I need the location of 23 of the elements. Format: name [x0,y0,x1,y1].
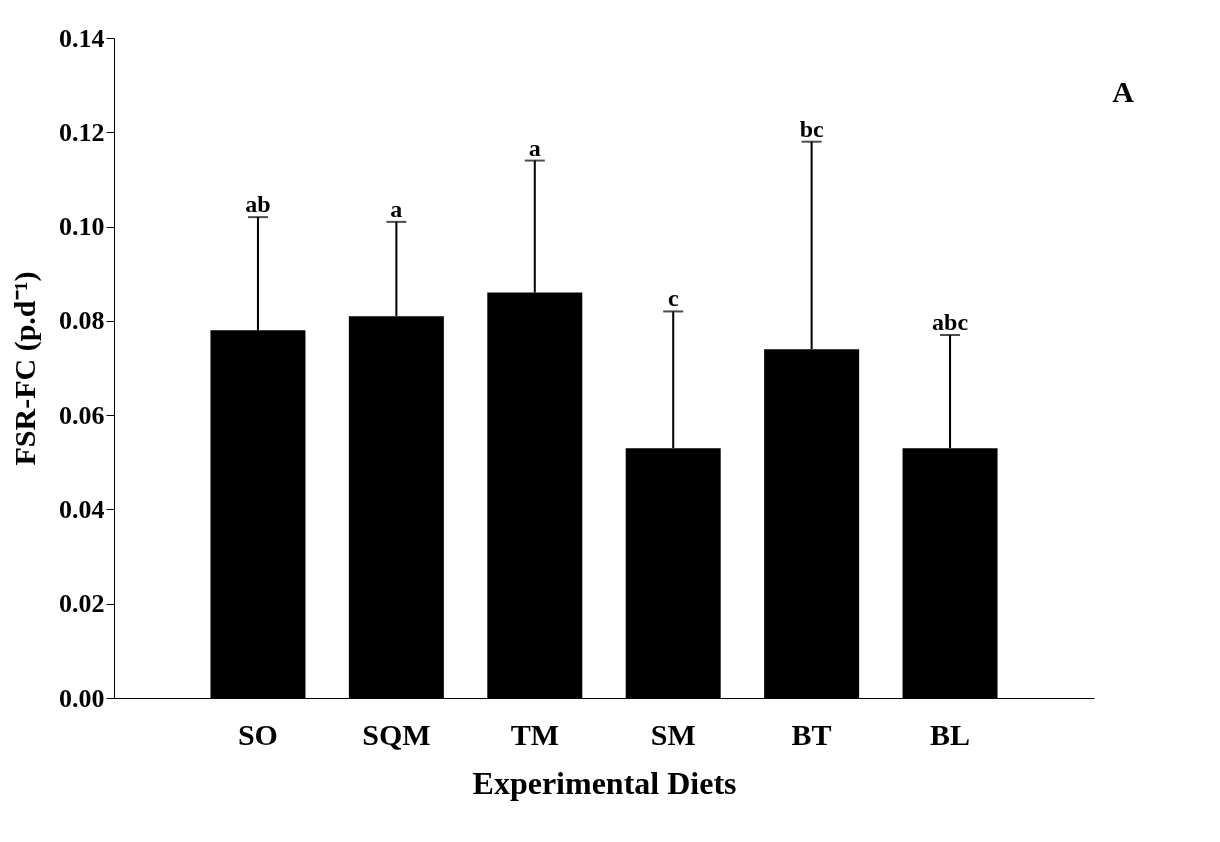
y-tick-label: 0.14 [59,23,105,53]
x-axis-title: Experimental Diets [472,764,737,801]
x-tick-label: SO [237,717,278,751]
x-tick-label: SQM [362,717,431,751]
x-tick-label: TM [510,717,559,751]
y-tick-label: 0.10 [59,212,105,242]
annotation: a [528,134,541,161]
annotation: bc [799,115,824,142]
annotation: a [390,195,403,222]
annotation: c [667,285,679,312]
y-tick-label: 0.08 [59,306,105,336]
x-tick-label: BL [930,717,971,751]
annotation: ab [245,191,271,218]
x-tick-label: SM [650,717,696,751]
x-tick-label: BT [791,717,832,751]
y-tick-label: 0.00 [59,683,105,713]
y-tick-label: 0.06 [59,400,105,430]
annotation: abc [932,309,969,335]
y-tick-label: 0.02 [59,589,105,619]
y-axis-title: FSR-FC (p.d⁻¹) [8,271,42,466]
text: A [1112,75,1135,108]
y-tick-label: 0.04 [59,494,105,524]
y-tick-label: 0.12 [59,117,105,147]
